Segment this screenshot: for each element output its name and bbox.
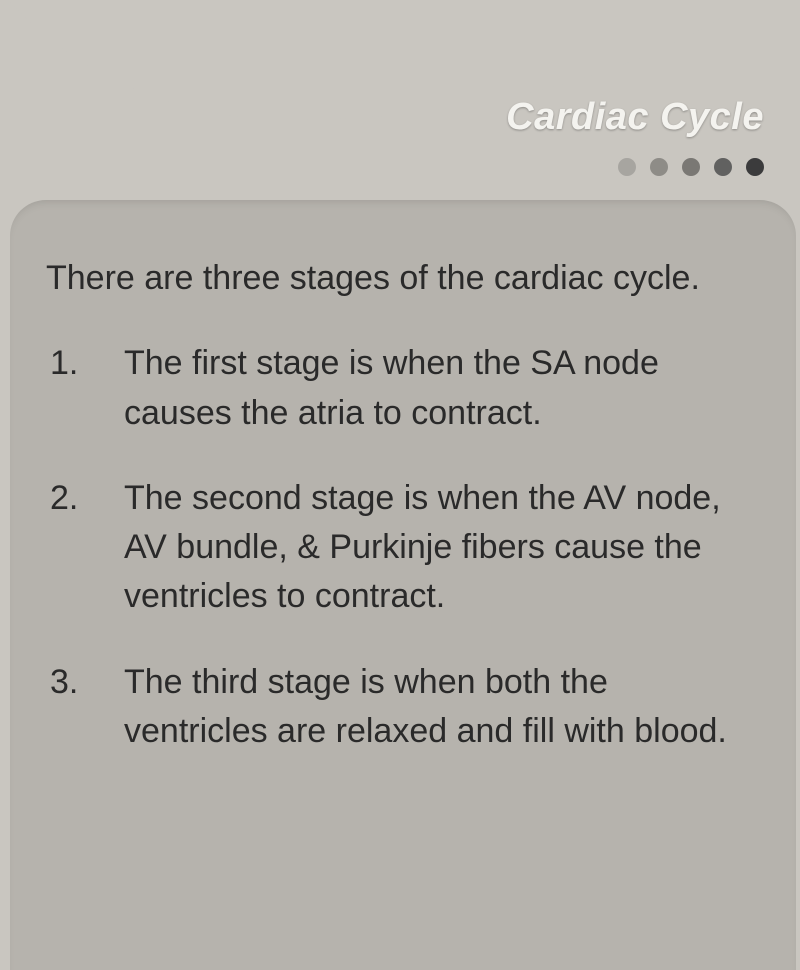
progress-dots [618, 158, 764, 176]
stage-item-3: The third stage is when both the ventric… [46, 658, 760, 757]
progress-dot-5 [746, 158, 764, 176]
stage-item-2: The second stage is when the AV node, AV… [46, 474, 760, 622]
swoosh-band-2 [0, 0, 800, 80]
page-title: Cardiac Cycle [506, 96, 764, 139]
stage-item-1: The first stage is when the SA node caus… [46, 339, 760, 438]
progress-dot-1 [618, 158, 636, 176]
progress-dot-4 [714, 158, 732, 176]
progress-dot-3 [682, 158, 700, 176]
swoosh-band-3 [0, 0, 800, 80]
content-card: There are three stages of the cardiac cy… [10, 200, 796, 970]
swoosh-band-4 [0, 0, 800, 100]
progress-dot-2 [650, 158, 668, 176]
swoosh-band-1 [0, 0, 800, 80]
header-swoosh: Cardiac Cycle [0, 0, 800, 190]
swoosh-band-5 [0, 0, 800, 110]
stage-list: The first stage is when the SA node caus… [46, 339, 760, 756]
intro-text: There are three stages of the cardiac cy… [46, 254, 760, 303]
